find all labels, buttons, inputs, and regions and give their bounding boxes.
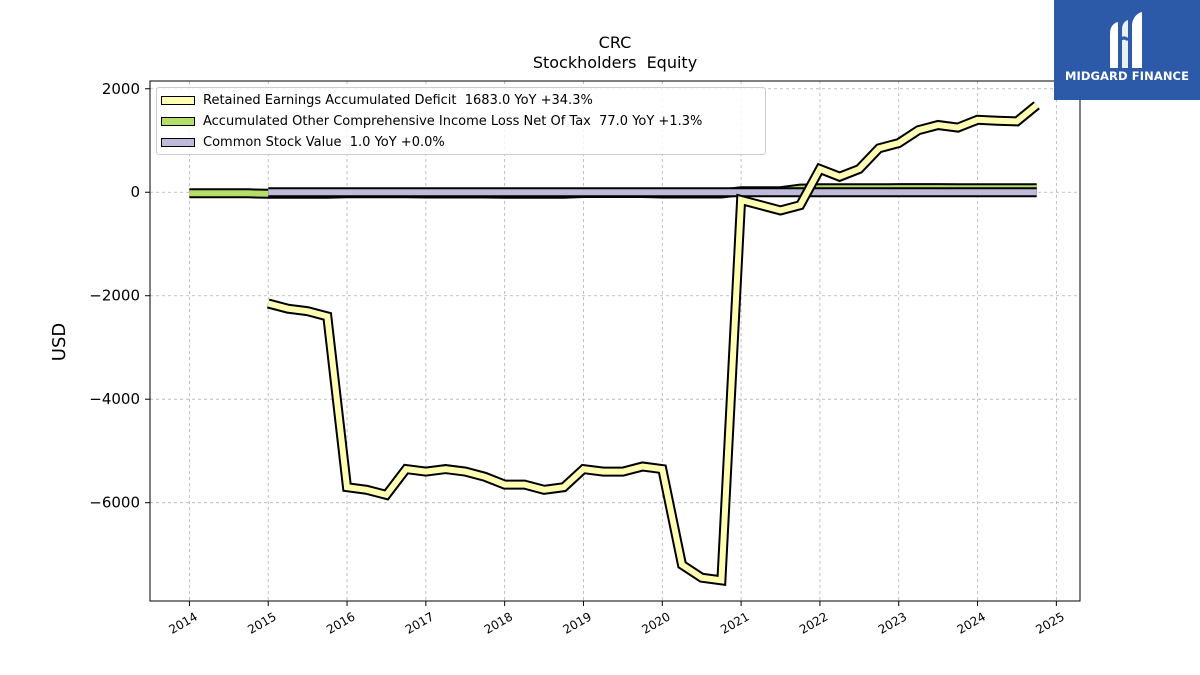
legend-swatch-aoci: [161, 116, 195, 126]
x-tick-label: 2022: [797, 609, 830, 636]
axis-ticks: 2014 2015 2016 2017 2018 2019 2020 2021 2022 2023…: [89, 80, 1067, 637]
y-tick-label: −4000: [89, 390, 140, 408]
legend-label-common-stock: Common Stock Value 1.0 YoY +0.0%: [203, 134, 445, 150]
x-tick-label: 2016: [324, 609, 357, 636]
y-tick-label: −6000: [89, 494, 140, 512]
x-tick-label: 2021: [718, 609, 751, 636]
y-tick-label: −2000: [89, 287, 140, 305]
x-tick-label: 2014: [166, 609, 199, 636]
series-lines: [189, 101, 1040, 586]
y-tick-label: 2000: [102, 80, 140, 98]
legend-item-retained-earnings: Retained Earnings Accumulated Deficit 16…: [161, 90, 593, 110]
chart-subtitle: Stockholders Equity: [533, 53, 697, 72]
x-tick-label: 2017: [403, 609, 436, 636]
y-tick-label: 0: [130, 183, 140, 201]
legend-item-aoci: Accumulated Other Comprehensive Income L…: [161, 111, 702, 131]
x-tick-label: 2020: [639, 609, 672, 636]
brand-logo: MIDGARD FINANCE: [1054, 0, 1200, 100]
x-tick-label: 2023: [876, 609, 909, 636]
legend-swatch-common-stock: [161, 137, 195, 147]
logo-text: MIDGARD FINANCE: [1064, 69, 1190, 83]
x-tick-label: 2015: [245, 609, 278, 636]
logo-mark-icon: [1110, 12, 1142, 68]
legend-label-retained-earnings: Retained Earnings Accumulated Deficit 16…: [203, 92, 593, 108]
legend: Retained Earnings Accumulated Deficit 16…: [156, 87, 766, 155]
legend-label-aoci: Accumulated Other Comprehensive Income L…: [203, 113, 703, 129]
legend-item-common-stock: Common Stock Value 1.0 YoY +0.0%: [161, 132, 445, 152]
x-tick-label: 2024: [955, 609, 988, 636]
x-tick-label: 2019: [561, 609, 594, 636]
y-axis-label: USD: [49, 323, 70, 361]
grid-lines: [150, 81, 1080, 601]
series-line-retained-earnings: [267, 102, 1039, 584]
x-tick-label: 2025: [1033, 609, 1066, 636]
chart-title: CRC: [599, 33, 632, 52]
x-tick-label: 2018: [482, 609, 515, 636]
plot-frame: [149, 80, 1081, 602]
legend-swatch-retained-earnings: [161, 95, 195, 105]
series-outline-retained-earnings: [266, 101, 1040, 586]
